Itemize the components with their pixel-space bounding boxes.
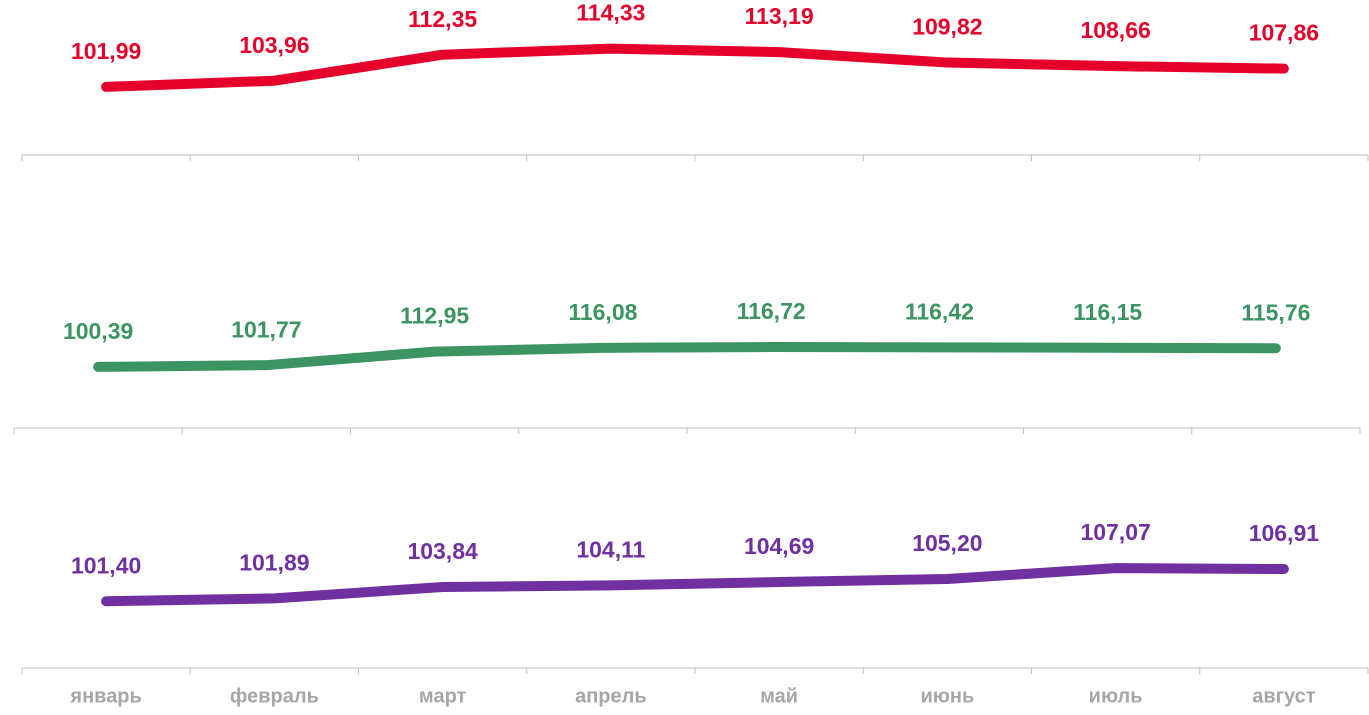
value-label: 101,77 [231,316,301,342]
series-line [93,342,1281,372]
value-label: 103,96 [239,32,309,58]
value-label: 101,89 [239,549,309,575]
value-label: 103,84 [407,538,478,564]
value-label: 116,72 [737,298,806,324]
value-label: 106,91 [1249,520,1320,546]
x-tick-label: июнь [921,685,975,707]
x-tick-label: апрель [575,685,647,707]
x-tick-label: июль [1089,685,1143,707]
value-label: 112,95 [400,303,469,329]
value-label: 115,76 [1241,299,1310,325]
x-tick-label: январь [69,685,141,707]
series-line [101,43,1289,92]
value-label: 108,66 [1080,17,1150,43]
x-tick-label: май [760,685,798,707]
value-label: 105,20 [912,530,982,556]
series-line [101,563,1289,607]
value-label: 113,19 [745,3,814,29]
value-label: 109,82 [912,14,982,40]
value-label: 116,42 [905,298,974,324]
value-label: 112,35 [408,6,477,32]
value-label: 107,86 [1249,20,1319,46]
value-label: 107,07 [1080,519,1150,545]
value-label: 101,40 [71,552,141,578]
x-tick-label: август [1252,685,1315,707]
x-tick-label: февраль [230,685,319,707]
value-label: 116,15 [1073,299,1142,325]
value-label: 101,99 [71,38,141,64]
value-label: 104,11 [576,536,645,562]
x-tick-label: март [419,685,467,707]
value-label: 114,33 [576,0,645,26]
value-label: 100,39 [63,318,133,344]
value-label: 116,08 [568,299,637,325]
value-label: 104,69 [744,533,814,559]
